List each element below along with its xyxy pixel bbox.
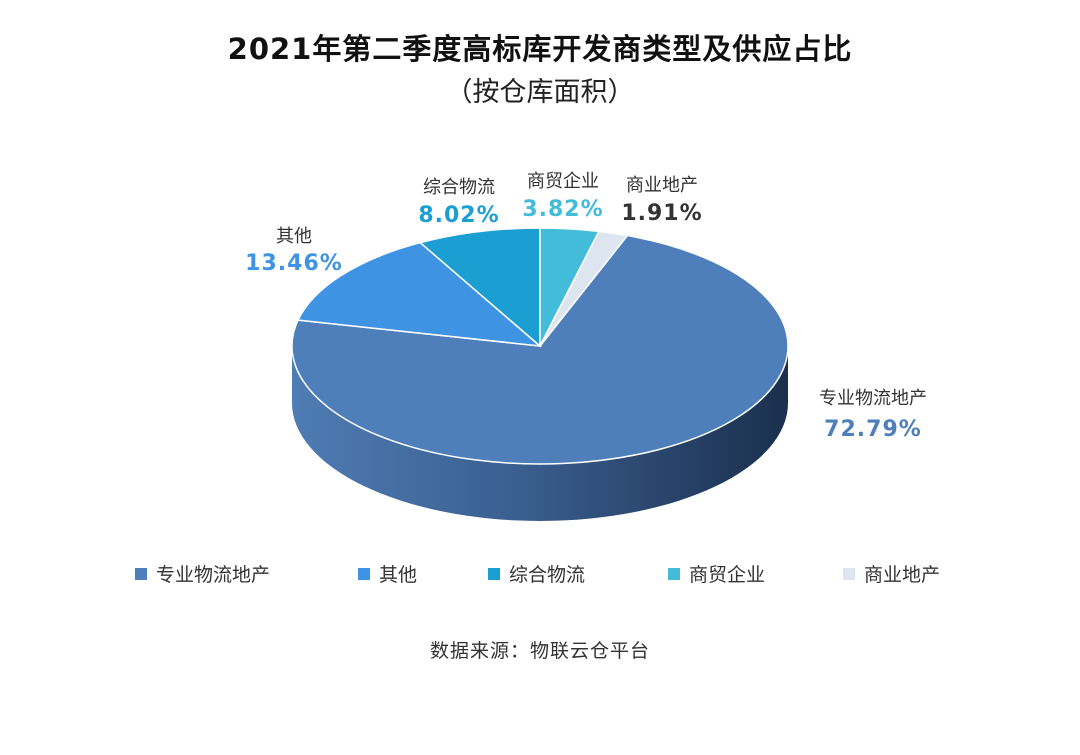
legend-item-4: 商贸企业 [668, 560, 765, 587]
slice-label-value-3: 8.02% [418, 203, 499, 228]
legend-label: 专业物流地产 [156, 564, 271, 586]
pie-side-wall [292, 346, 788, 521]
slice-label-value-5: 1.91% [621, 201, 702, 226]
chart-title: 2021年第二季度高标库开发商类型及供应占比 [227, 32, 853, 66]
legend-label: 商贸企业 [689, 564, 766, 586]
legend-label: 其他 [379, 564, 418, 586]
chart-subtitle: （按仓库面积） [445, 77, 635, 108]
pie-labels: 专业物流地产 72.79% 其他 13.46% 综合物流 8.02% 商贸企业 3.82% 商业… [245, 171, 927, 442]
slice-label-name-5: 商业地产 [626, 175, 698, 196]
pie-chart: 专业物流地产 72.79% 其他 13.46% 综合物流 8.02% 商贸企业 3.82% 商业… [245, 171, 927, 521]
legend-item-5: 商业地产 [843, 560, 940, 587]
slice-label-name-3: 综合物流 [423, 177, 495, 198]
pie-slice-3 [418, 227, 541, 348]
legend-item-3: 综合物流 [488, 560, 585, 587]
legend-label: 商业地产 [864, 564, 941, 586]
slice-label-value-4: 3.82% [522, 197, 603, 222]
pie-slice-5 [539, 230, 629, 347]
legend-item-2: 其他 [358, 560, 417, 587]
legend-swatch [135, 567, 147, 580]
legend: 专业物流地产 其他 综合物流 商贸企业 商业地产 [0, 560, 1080, 590]
legend-swatch [488, 567, 500, 580]
legend-label: 综合物流 [509, 564, 586, 586]
slice-label-value-1: 72.79% [824, 417, 922, 442]
legend-swatch [843, 567, 855, 580]
pie-3d-sides [292, 346, 788, 521]
legend-item-1: 专业物流地产 [135, 560, 270, 587]
pie-slices [291, 227, 789, 465]
slice-label-value-2: 13.46% [245, 251, 343, 276]
legend-swatch [358, 567, 370, 580]
pie-slice-2 [296, 241, 543, 348]
slice-label-name-1: 专业物流地产 [819, 388, 927, 409]
legend-swatch [668, 567, 680, 580]
slice-label-name-2: 其他 [276, 226, 312, 247]
data-source: 数据来源：物联云仓平台 [429, 640, 650, 662]
pie-slice-1 [291, 234, 789, 465]
slice-label-name-4: 商贸企业 [527, 171, 599, 192]
